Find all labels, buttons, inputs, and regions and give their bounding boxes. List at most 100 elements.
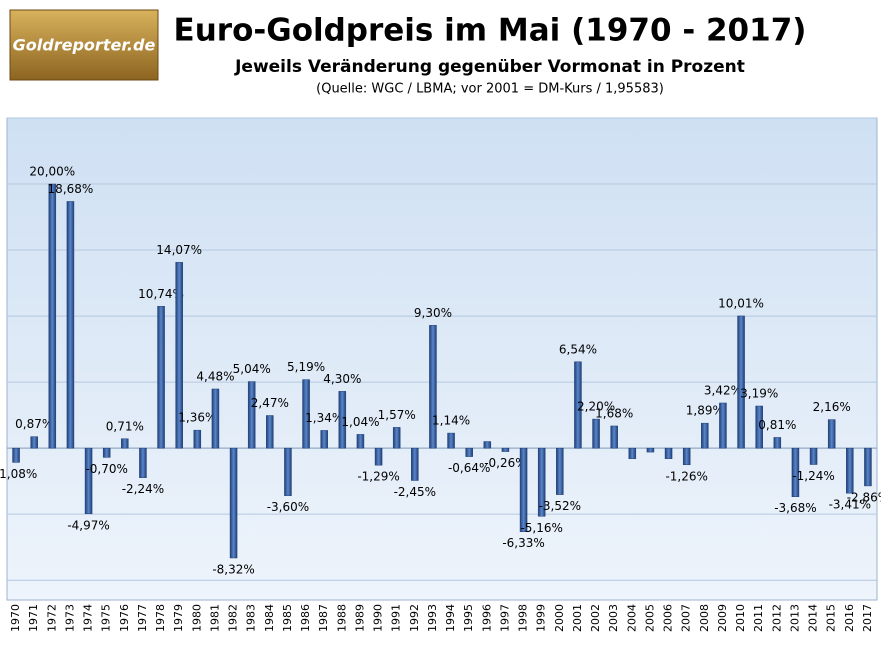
bar [682, 447, 691, 466]
bar [719, 402, 727, 449]
x-tick-label: 1984 [263, 604, 276, 632]
bar [266, 415, 274, 449]
x-tick-label: 2003 [607, 604, 620, 632]
data-label: 10,01% [718, 296, 764, 310]
bar [121, 438, 129, 449]
plot-area [6, 117, 878, 601]
x-tick-label: 2015 [825, 604, 838, 632]
data-label: 2,16% [813, 400, 851, 414]
data-label: 5,19% [287, 360, 325, 374]
bar [610, 425, 618, 449]
x-tick-label: 1994 [444, 604, 457, 632]
bar [411, 447, 419, 481]
data-label: 10,74% [138, 287, 184, 301]
x-tick-label: 1981 [208, 604, 221, 632]
x-tick-label: 1979 [172, 604, 185, 632]
bar [519, 447, 528, 532]
data-label: 1,89% [686, 404, 724, 418]
x-tick-label: 2010 [734, 604, 747, 632]
data-label: -6,33% [502, 536, 544, 550]
data-label: 3,42% [704, 383, 742, 397]
data-label: 20,00% [29, 165, 75, 179]
bar [864, 447, 872, 487]
data-label: 2,47% [251, 396, 289, 410]
data-label: -1,29% [357, 470, 399, 484]
bar [102, 447, 111, 458]
x-tick-label: 1982 [227, 604, 240, 632]
logo-box [9, 9, 159, 81]
x-tick-label: 1988 [335, 604, 348, 632]
bar [392, 427, 401, 449]
data-label: 0,81% [758, 418, 796, 432]
bar [193, 429, 202, 449]
x-tick-label: 2006 [662, 604, 675, 632]
bar [755, 405, 763, 449]
bar [284, 447, 292, 496]
x-tick-label: 2001 [571, 604, 584, 632]
bar [84, 447, 93, 515]
bar [175, 262, 183, 449]
x-tick-label: 2016 [843, 604, 856, 632]
data-label: -4,97% [67, 518, 109, 532]
x-tick-label: 1986 [299, 604, 312, 632]
data-label: -0,70% [85, 462, 127, 476]
x-tick-label: 2013 [788, 604, 801, 632]
bar [791, 447, 800, 497]
x-tick-label: 1972 [45, 604, 58, 632]
x-tick-label: 2012 [770, 604, 783, 632]
data-label: -2,86% [847, 490, 881, 504]
bar [646, 447, 655, 453]
data-label: -3,41% [829, 498, 871, 512]
data-label: -3,60% [267, 500, 309, 514]
x-tick-label: 1999 [535, 604, 548, 632]
bar [338, 391, 347, 449]
bar [48, 183, 57, 449]
bar [592, 418, 600, 449]
x-tick-label: 1978 [154, 604, 167, 632]
bar [139, 447, 147, 478]
data-label: 1,04% [341, 415, 379, 429]
bar [483, 441, 492, 449]
bar [773, 437, 782, 449]
bar [66, 201, 75, 449]
x-tick-label: 1995 [462, 604, 475, 632]
bar [664, 447, 673, 459]
chart-subtitle: Jeweils Veränderung gegenüber Vormonat i… [234, 57, 745, 77]
bar [302, 379, 310, 449]
data-label: 2,20% [577, 400, 615, 414]
bar [30, 436, 38, 449]
x-tick-label: 1973 [63, 604, 76, 632]
x-tick-label: 1991 [390, 604, 403, 632]
data-label: 3,19% [740, 387, 778, 401]
bar [211, 388, 220, 449]
data-label: 1,68% [595, 406, 633, 420]
data-label: 0,87% [15, 417, 53, 431]
bar [356, 434, 365, 449]
bar [229, 447, 238, 559]
x-tick-label: 1993 [426, 604, 439, 632]
data-label: 5,04% [233, 362, 271, 376]
x-tick-label: 1970 [9, 604, 22, 632]
data-label: -0,26% [484, 456, 526, 470]
data-label: -1,26% [665, 469, 707, 483]
bar [556, 447, 564, 495]
bar [447, 432, 455, 449]
data-label: -5,16% [520, 521, 562, 535]
x-tick-label: 2002 [589, 604, 602, 632]
x-tick-label: 1975 [100, 604, 113, 632]
x-tick-label: 1990 [372, 604, 385, 632]
x-tick-label: 1987 [317, 604, 330, 632]
data-label: 4,30% [323, 372, 361, 386]
x-tick-label: 1977 [136, 604, 149, 632]
x-tick-label: 2017 [861, 604, 874, 632]
x-tick-label: 2004 [625, 604, 638, 632]
x-tick-label: 2000 [553, 604, 566, 632]
bar [465, 447, 473, 457]
x-tick-label: 1989 [353, 604, 366, 632]
data-label: -2,24% [122, 482, 164, 496]
source: (Quelle: WGC / LBMA; vor 2001 = DM-Kurs … [316, 82, 664, 97]
data-label: -1,08% [0, 467, 37, 481]
data-label: 1,36% [178, 411, 216, 425]
x-tick-label: 1992 [408, 604, 421, 632]
bar [701, 422, 709, 449]
